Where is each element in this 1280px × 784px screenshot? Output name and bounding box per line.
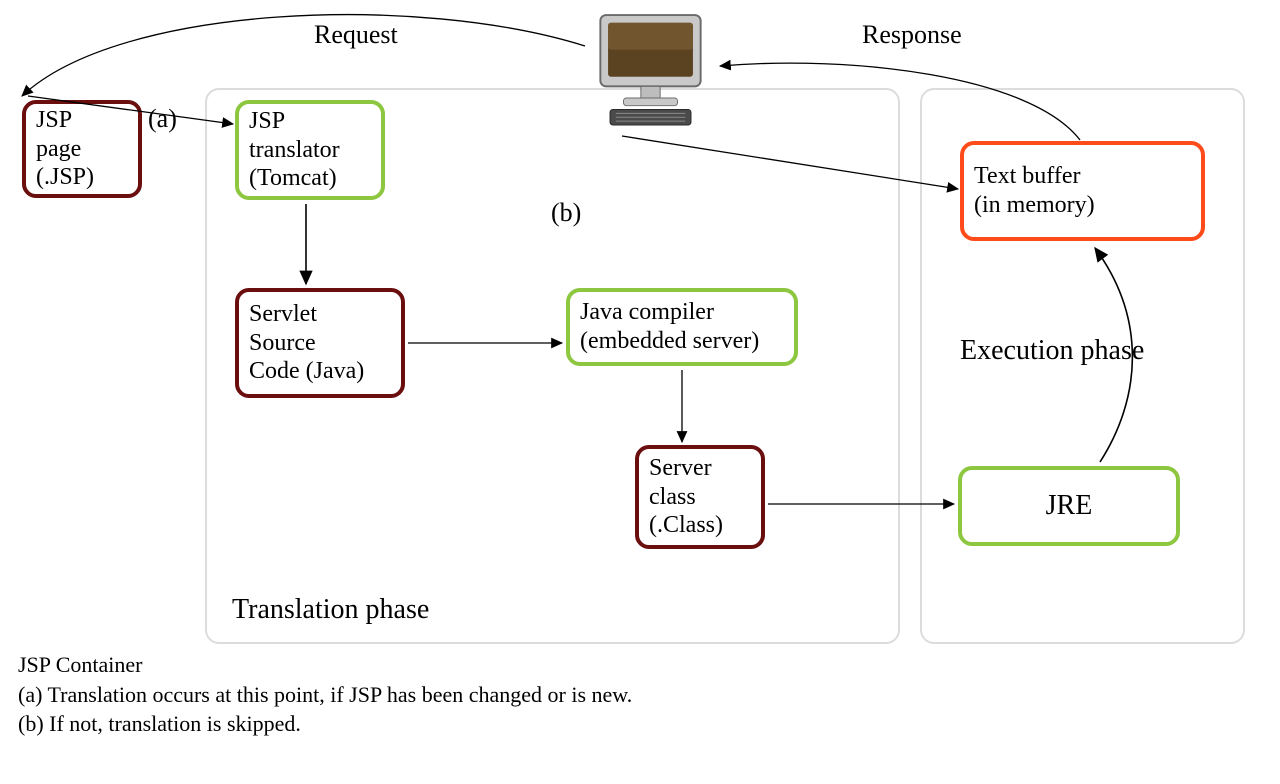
node-line: Server — [649, 454, 751, 483]
node-line: Text buffer — [974, 162, 1191, 191]
node-line: Servlet — [249, 300, 391, 329]
node-servlet-source: Servlet Source Code (Java) — [235, 288, 405, 398]
footer-line: (b) If not, translation is skipped. — [18, 709, 632, 739]
node-jsp-page: JSP page (.JSP) — [22, 100, 142, 198]
node-line: (Tomcat) — [249, 164, 371, 193]
label-response: Response — [862, 20, 962, 50]
node-line: Java compiler — [580, 298, 784, 327]
node-jre: JRE — [958, 466, 1180, 546]
footer-line: JSP Container — [18, 650, 632, 680]
label-marker-a: (a) — [148, 104, 177, 134]
label-marker-b: (b) — [551, 198, 581, 228]
node-line: (embedded server) — [580, 327, 784, 356]
node-line: translator — [249, 136, 371, 165]
computer-icon — [583, 6, 718, 134]
edge-computer_to_jsp — [22, 15, 585, 96]
node-line: Code (Java) — [249, 357, 391, 386]
footer-line: (a) Translation occurs at this point, if… — [18, 680, 632, 710]
node-line: class — [649, 483, 751, 512]
node-line: Source — [249, 329, 391, 358]
translation-phase-title: Translation phase — [232, 594, 429, 626]
node-text-buffer: Text buffer (in memory) — [960, 141, 1205, 241]
node-line: page — [36, 135, 128, 164]
node-server-class: Server class (.Class) — [635, 445, 765, 549]
node-jsp-translator: JSP translator (Tomcat) — [235, 100, 385, 200]
node-line: JRE — [1046, 489, 1093, 523]
execution-phase-title: Execution phase — [960, 335, 1144, 367]
node-line: JSP — [249, 107, 371, 136]
node-java-compiler: Java compiler (embedded server) — [566, 288, 798, 366]
footer-notes: JSP Container (a) Translation occurs at … — [18, 650, 632, 739]
node-line: (in memory) — [974, 191, 1191, 220]
node-line: (.Class) — [649, 511, 751, 540]
node-line: (.JSP) — [36, 163, 128, 192]
node-line: JSP — [36, 106, 128, 135]
label-request: Request — [314, 20, 398, 50]
